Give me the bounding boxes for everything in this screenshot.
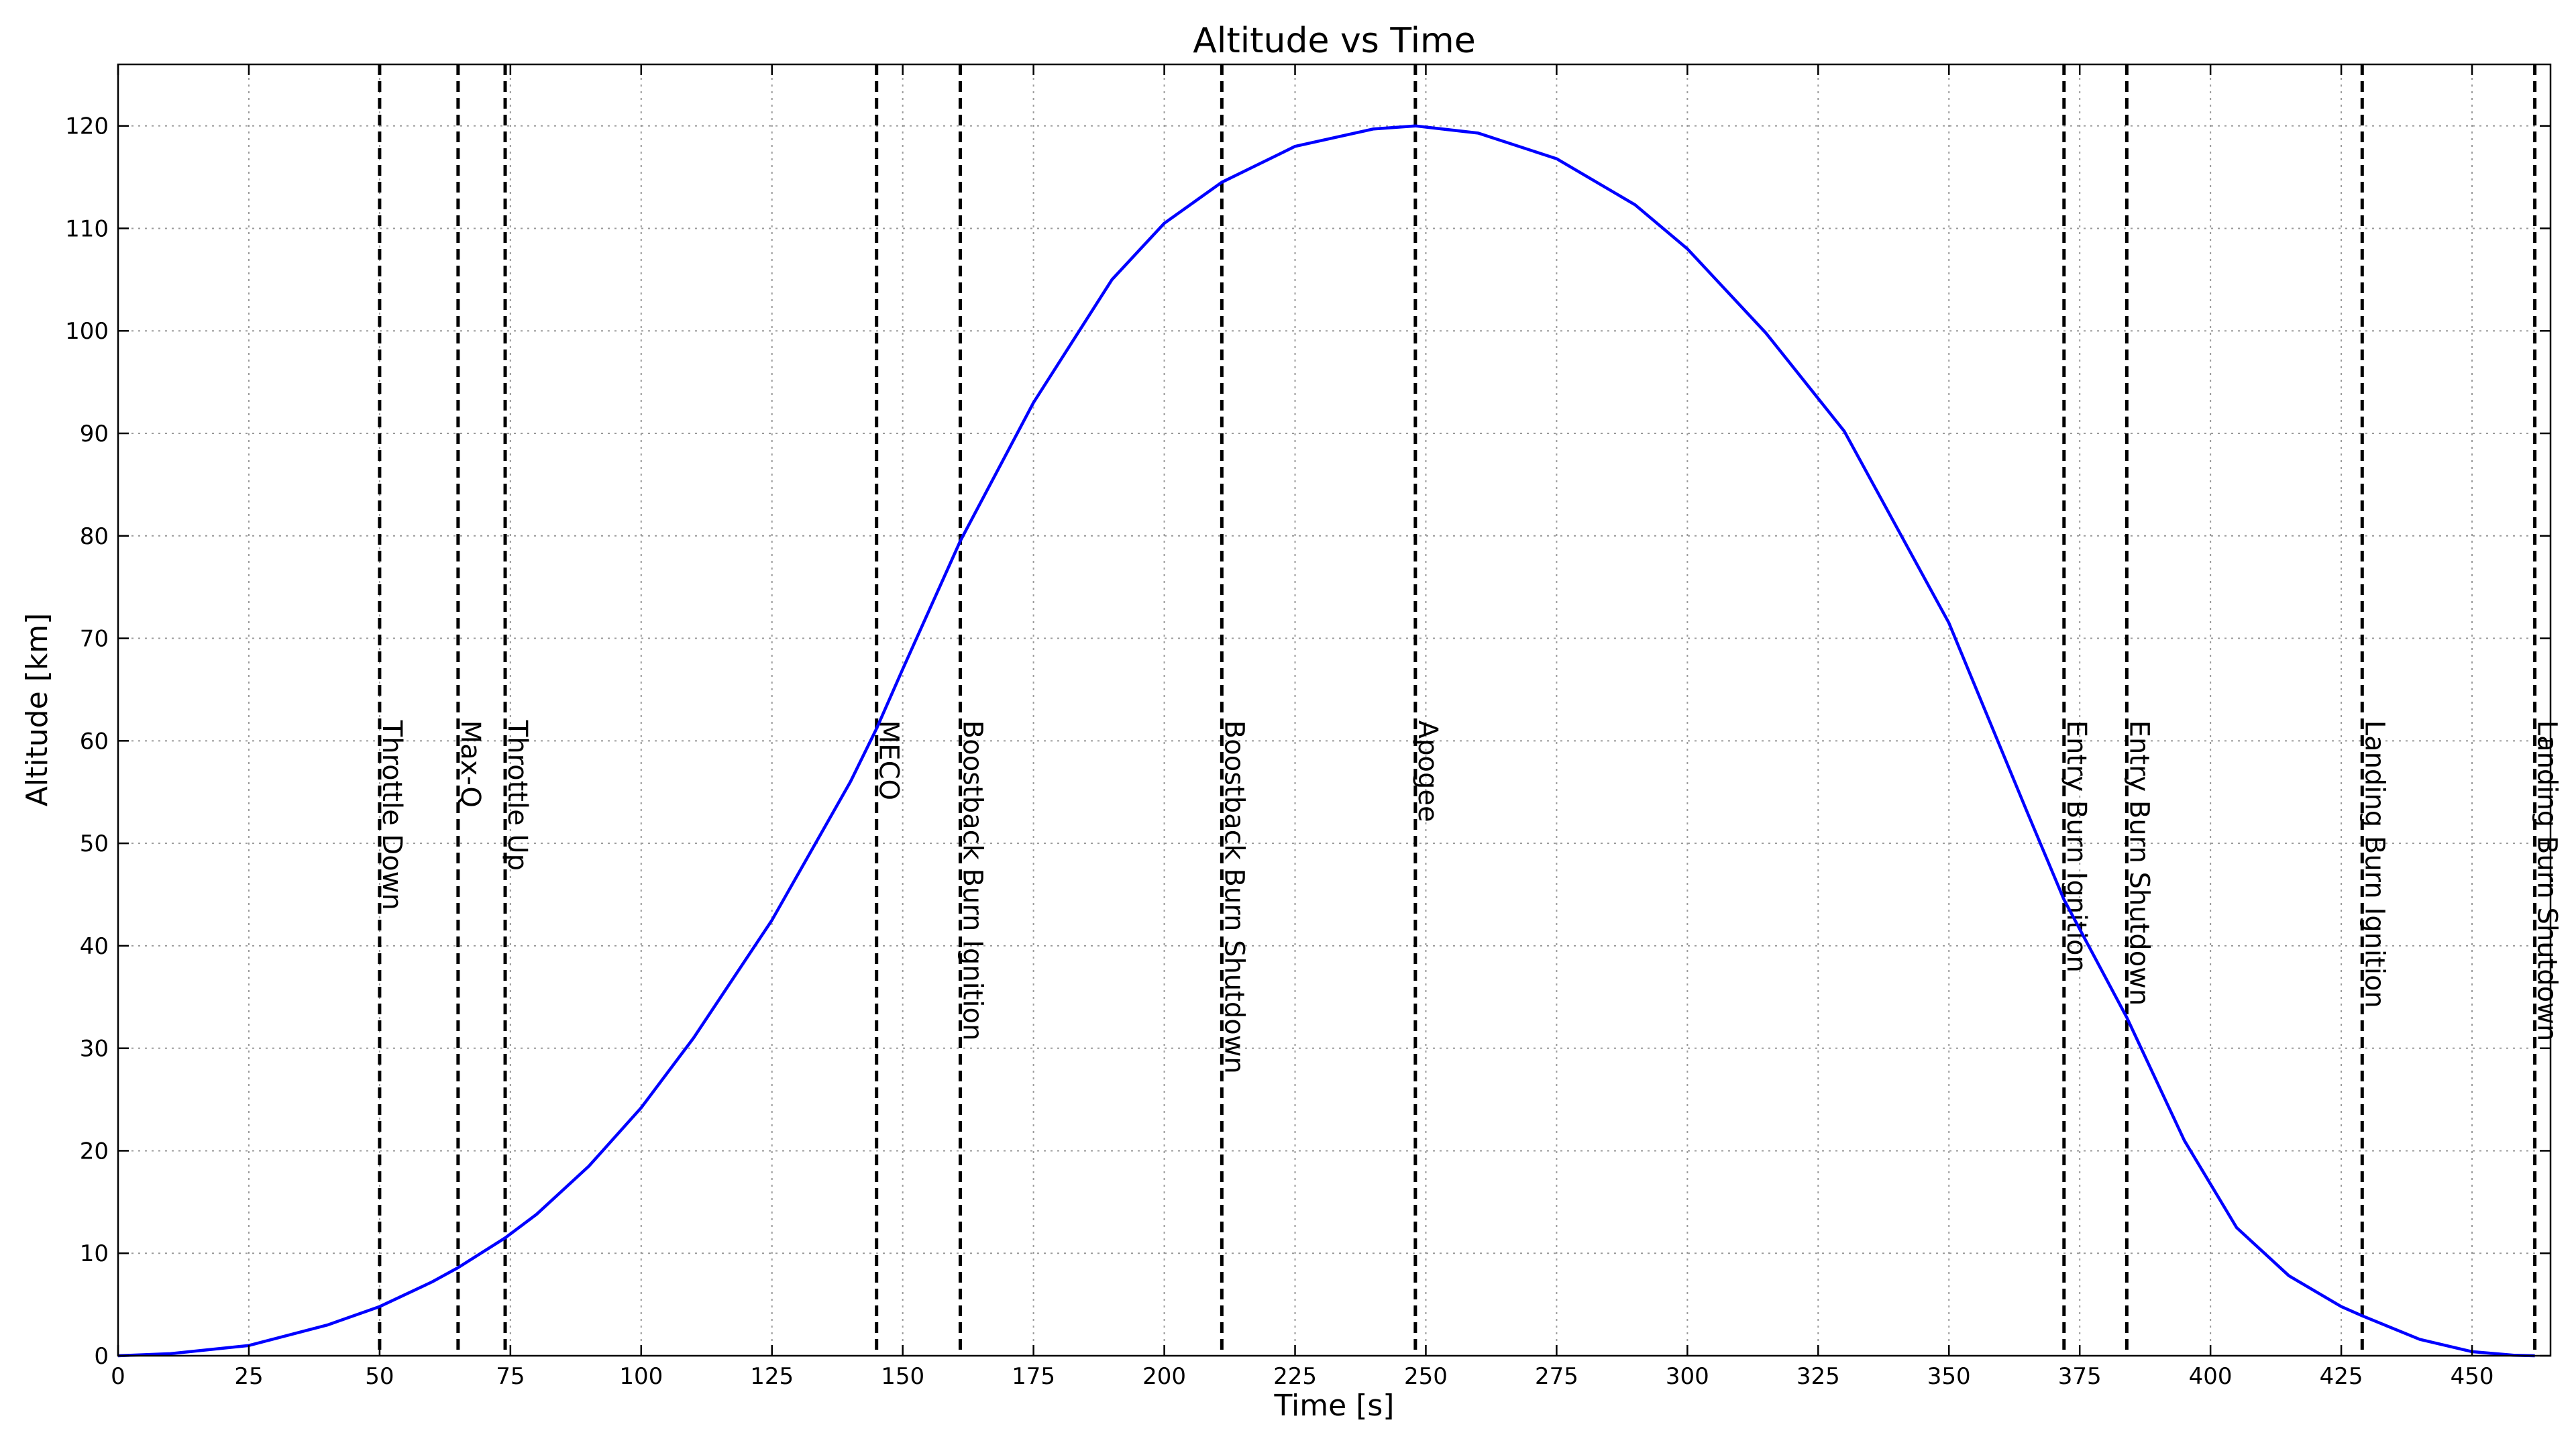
x-axis-label: Time [s] — [1274, 1389, 1395, 1423]
x-tick-label: 325 — [1796, 1363, 1840, 1390]
x-tick-label: 75 — [496, 1363, 525, 1390]
y-tick-label: 120 — [65, 113, 109, 140]
y-tick-label: 50 — [80, 830, 109, 857]
x-tick-label: 300 — [1666, 1363, 1709, 1390]
y-tick-label: 70 — [80, 626, 109, 653]
x-tick-label: 100 — [619, 1363, 663, 1390]
x-tick-label: 175 — [1012, 1363, 1055, 1390]
altitude-series-line — [117, 124, 2535, 1358]
y-tick-label: 110 — [65, 215, 109, 242]
event-label: Boostback Burn Ignition — [957, 720, 987, 1041]
plot-frame — [117, 63, 2552, 1357]
event-label: Entry Burn Shutdown — [2123, 720, 2154, 1006]
x-tick-label: 200 — [1142, 1363, 1186, 1390]
grid-lines — [118, 64, 2551, 1356]
x-tick-label: 0 — [111, 1363, 125, 1390]
event-label: MECO — [873, 720, 904, 800]
event-label: Landing Burn Shutdown — [2532, 720, 2563, 1041]
y-tick-label: 10 — [80, 1240, 109, 1267]
x-tick-label: 425 — [2320, 1363, 2363, 1390]
y-tick-label: 80 — [80, 523, 109, 550]
event-markers: Throttle Down Max-Q Throttle Up MECO Boostba… — [376, 64, 2563, 1356]
y-tick-label: 30 — [80, 1036, 109, 1063]
event-label: Apogee — [1412, 720, 1443, 822]
event-label: Max-Q — [455, 720, 486, 808]
axis-ticks: 0 25 50 75 100 125 150 175 200 225 250 275 300 325 350… — [65, 64, 2551, 1390]
x-tick-label: 250 — [1404, 1363, 1448, 1390]
x-tick-label: 350 — [1927, 1363, 1971, 1390]
y-axis-label: Altitude [km] — [20, 613, 54, 807]
x-tick-label: 400 — [2189, 1363, 2233, 1390]
event-label: Landing Burn Ignition — [2359, 720, 2390, 1008]
x-tick-label: 25 — [234, 1363, 263, 1390]
y-tick-label: 20 — [80, 1138, 109, 1165]
x-tick-label: 275 — [1535, 1363, 1578, 1390]
event-label: Throttle Up — [502, 720, 533, 871]
x-tick-label: 125 — [750, 1363, 794, 1390]
y-tick-label: 60 — [80, 728, 109, 755]
x-tick-label: 450 — [2451, 1363, 2494, 1390]
y-tick-label: 0 — [94, 1343, 109, 1370]
y-tick-label: 90 — [80, 421, 109, 447]
chart-title: Altitude vs Time — [1193, 21, 1475, 61]
x-tick-label: 375 — [2058, 1363, 2102, 1390]
event-label: Throttle Down — [376, 720, 407, 910]
y-tick-label: 40 — [80, 933, 109, 960]
x-tick-label: 50 — [365, 1363, 394, 1390]
event-label: Entry Burn Ignition — [2061, 720, 2092, 973]
series-layer — [117, 124, 2535, 1358]
x-tick-label: 225 — [1273, 1363, 1317, 1390]
x-tick-label: 150 — [881, 1363, 924, 1390]
y-tick-label: 100 — [65, 318, 109, 345]
event-label: Boostback Burn Shutdown — [1218, 720, 1249, 1074]
